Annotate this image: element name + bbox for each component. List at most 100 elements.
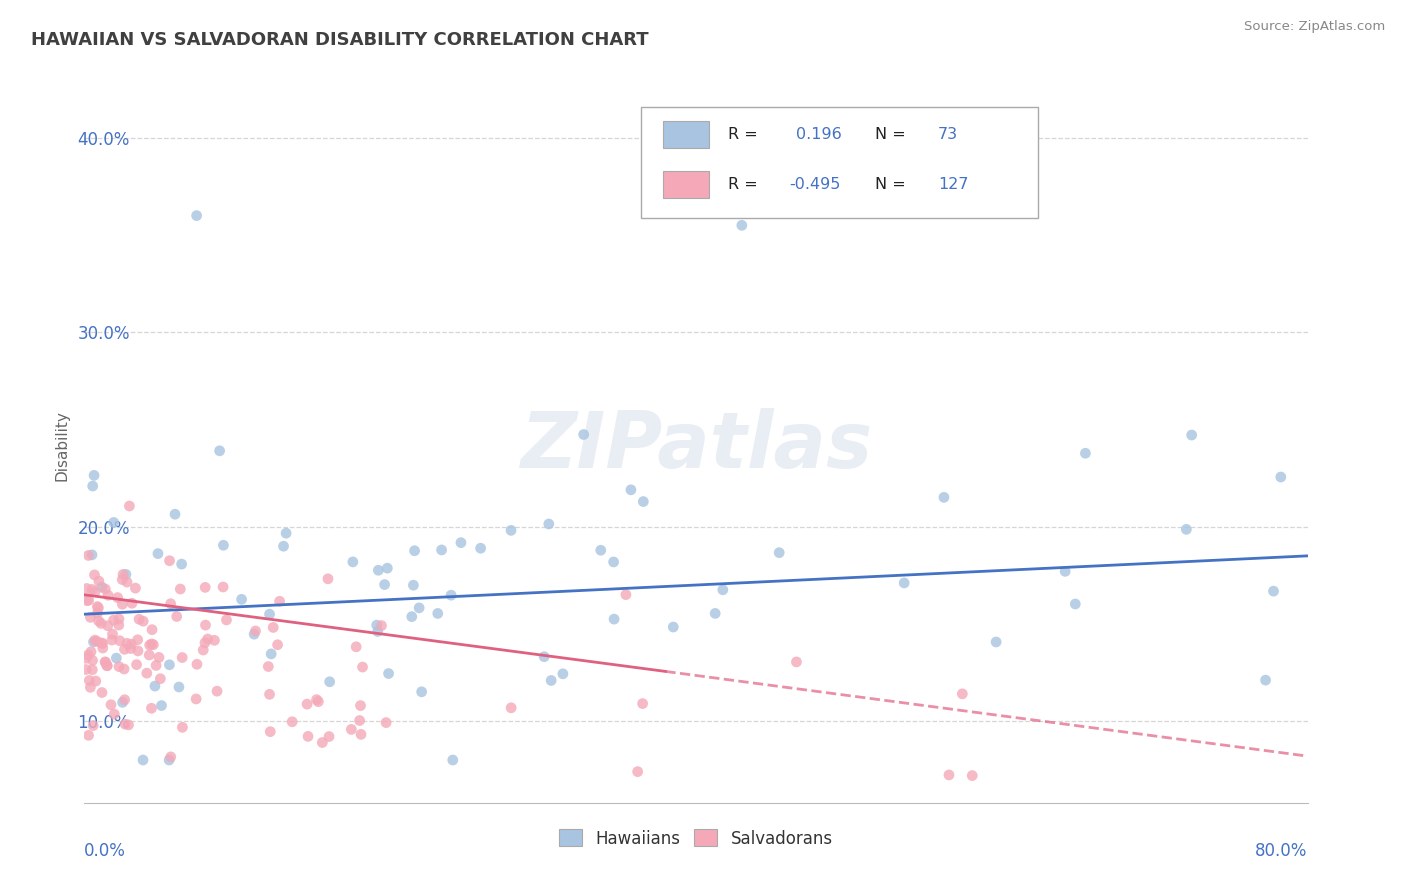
Point: [141, 623, 163, 637]
Point: [307, 695, 329, 709]
Point: [257, 659, 280, 673]
Point: [572, 427, 595, 442]
Point: [344, 640, 367, 654]
Point: [172, 720, 194, 734]
Point: [243, 627, 266, 641]
Point: [297, 730, 319, 744]
Point: [101, 633, 124, 648]
Point: [166, 609, 188, 624]
Point: [295, 697, 318, 711]
Text: 73: 73: [938, 127, 959, 142]
Point: [411, 685, 433, 699]
Point: [273, 539, 295, 553]
Point: [142, 638, 165, 652]
Point: [112, 567, 135, 582]
Point: [194, 636, 217, 650]
Point: [132, 753, 155, 767]
Point: [1064, 597, 1087, 611]
Point: [82, 663, 104, 677]
Point: [401, 609, 423, 624]
Point: [402, 578, 425, 592]
Point: [91, 685, 114, 699]
Point: [231, 592, 253, 607]
Point: [76, 593, 98, 607]
Point: [262, 620, 284, 634]
FancyBboxPatch shape: [664, 120, 710, 148]
Point: [138, 648, 160, 662]
Point: [426, 607, 449, 621]
Point: [118, 499, 141, 513]
Point: [281, 714, 304, 729]
Point: [375, 561, 398, 575]
Point: [318, 674, 340, 689]
Text: 80.0%: 80.0%: [1256, 842, 1308, 860]
Point: [91, 636, 114, 650]
Point: [82, 653, 104, 667]
Point: [111, 573, 134, 587]
Point: [375, 715, 398, 730]
Point: [128, 612, 150, 626]
Point: [115, 567, 138, 582]
Point: [194, 618, 217, 632]
Point: [662, 620, 685, 634]
Point: [115, 636, 138, 650]
Point: [205, 684, 228, 698]
Point: [731, 219, 754, 233]
Point: [212, 580, 235, 594]
Text: Source: ZipAtlas.com: Source: ZipAtlas.com: [1244, 20, 1385, 33]
Point: [377, 666, 399, 681]
Y-axis label: Disability: Disability: [53, 410, 69, 482]
Point: [259, 687, 281, 701]
Point: [1175, 522, 1198, 536]
Point: [603, 612, 626, 626]
Point: [950, 687, 973, 701]
Point: [172, 650, 194, 665]
Point: [305, 692, 328, 706]
Point: [194, 580, 217, 594]
Point: [352, 660, 374, 674]
Point: [114, 692, 136, 706]
Point: [90, 580, 112, 594]
Point: [103, 613, 125, 627]
Point: [711, 582, 734, 597]
Point: [197, 632, 219, 646]
Point: [150, 698, 173, 713]
Point: [274, 526, 297, 541]
Point: [83, 635, 105, 649]
Point: [121, 596, 143, 610]
Point: [135, 666, 157, 681]
Point: [499, 524, 522, 538]
Point: [79, 681, 101, 695]
Point: [342, 555, 364, 569]
Point: [408, 600, 430, 615]
Point: [170, 557, 193, 571]
Point: [430, 543, 453, 558]
Point: [159, 597, 181, 611]
Point: [157, 753, 180, 767]
Point: [80, 582, 103, 597]
Point: [114, 717, 136, 731]
Text: HAWAIIAN VS SALVADORAN DISABILITY CORRELATION CHART: HAWAIIAN VS SALVADORAN DISABILITY CORREL…: [31, 31, 648, 49]
Point: [316, 572, 339, 586]
Point: [350, 727, 373, 741]
Point: [768, 546, 790, 560]
Point: [589, 543, 612, 558]
Text: 127: 127: [938, 177, 969, 192]
Point: [370, 618, 392, 632]
Point: [193, 643, 215, 657]
Point: [1181, 428, 1204, 442]
Point: [602, 555, 624, 569]
Point: [893, 576, 915, 591]
Point: [77, 593, 100, 607]
Point: [146, 547, 169, 561]
Point: [149, 672, 172, 686]
Text: R =: R =: [728, 177, 762, 192]
Point: [441, 753, 464, 767]
Point: [96, 658, 118, 673]
Point: [1054, 565, 1077, 579]
Point: [86, 634, 108, 648]
Text: 0.0%: 0.0%: [84, 842, 127, 860]
Point: [984, 635, 1007, 649]
Point: [141, 637, 163, 651]
Point: [450, 535, 472, 549]
